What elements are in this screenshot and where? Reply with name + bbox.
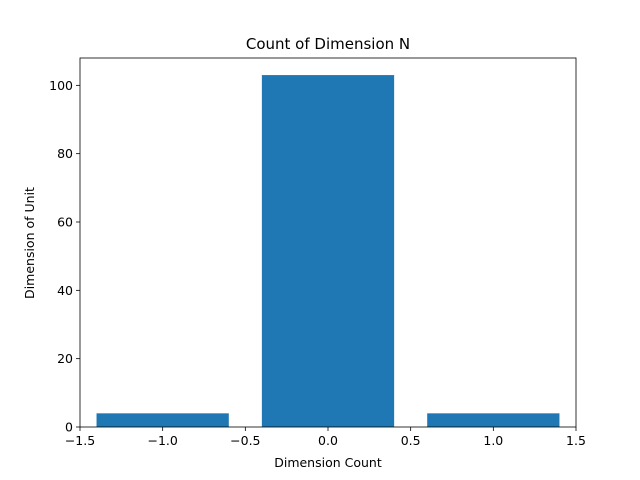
y-tick-label: 60 xyxy=(57,215,73,230)
x-tick-label: 1.5 xyxy=(566,433,586,448)
y-tick-label: 100 xyxy=(49,78,73,93)
x-tick-label: −0.5 xyxy=(230,433,260,448)
y-tick-label: 80 xyxy=(57,146,73,161)
x-tick-label: 0.0 xyxy=(318,433,338,448)
y-axis-ticks: 0 20 40 60 80 100 xyxy=(49,78,80,435)
y-tick-label: 40 xyxy=(57,283,73,298)
x-tick-label: −1.5 xyxy=(65,433,95,448)
x-axis-ticks: −1.5 −1.0 −0.5 0.0 0.5 1.0 1.5 xyxy=(65,427,586,448)
y-tick-label: 20 xyxy=(57,351,73,366)
x-tick-label: −1.0 xyxy=(147,433,177,448)
y-tick-label: 0 xyxy=(65,420,73,435)
y-axis-label: Dimension of Unit xyxy=(22,187,37,299)
chart-title: Count of Dimension N xyxy=(246,35,410,53)
x-tick-label: 0.5 xyxy=(401,433,421,448)
bar-0 xyxy=(96,413,229,427)
x-axis-label: Dimension Count xyxy=(274,455,382,470)
bar-2 xyxy=(427,413,560,427)
x-tick-label: 1.0 xyxy=(483,433,503,448)
plot-frame xyxy=(79,57,577,428)
bar-1 xyxy=(261,75,395,427)
bars-group xyxy=(96,75,560,427)
